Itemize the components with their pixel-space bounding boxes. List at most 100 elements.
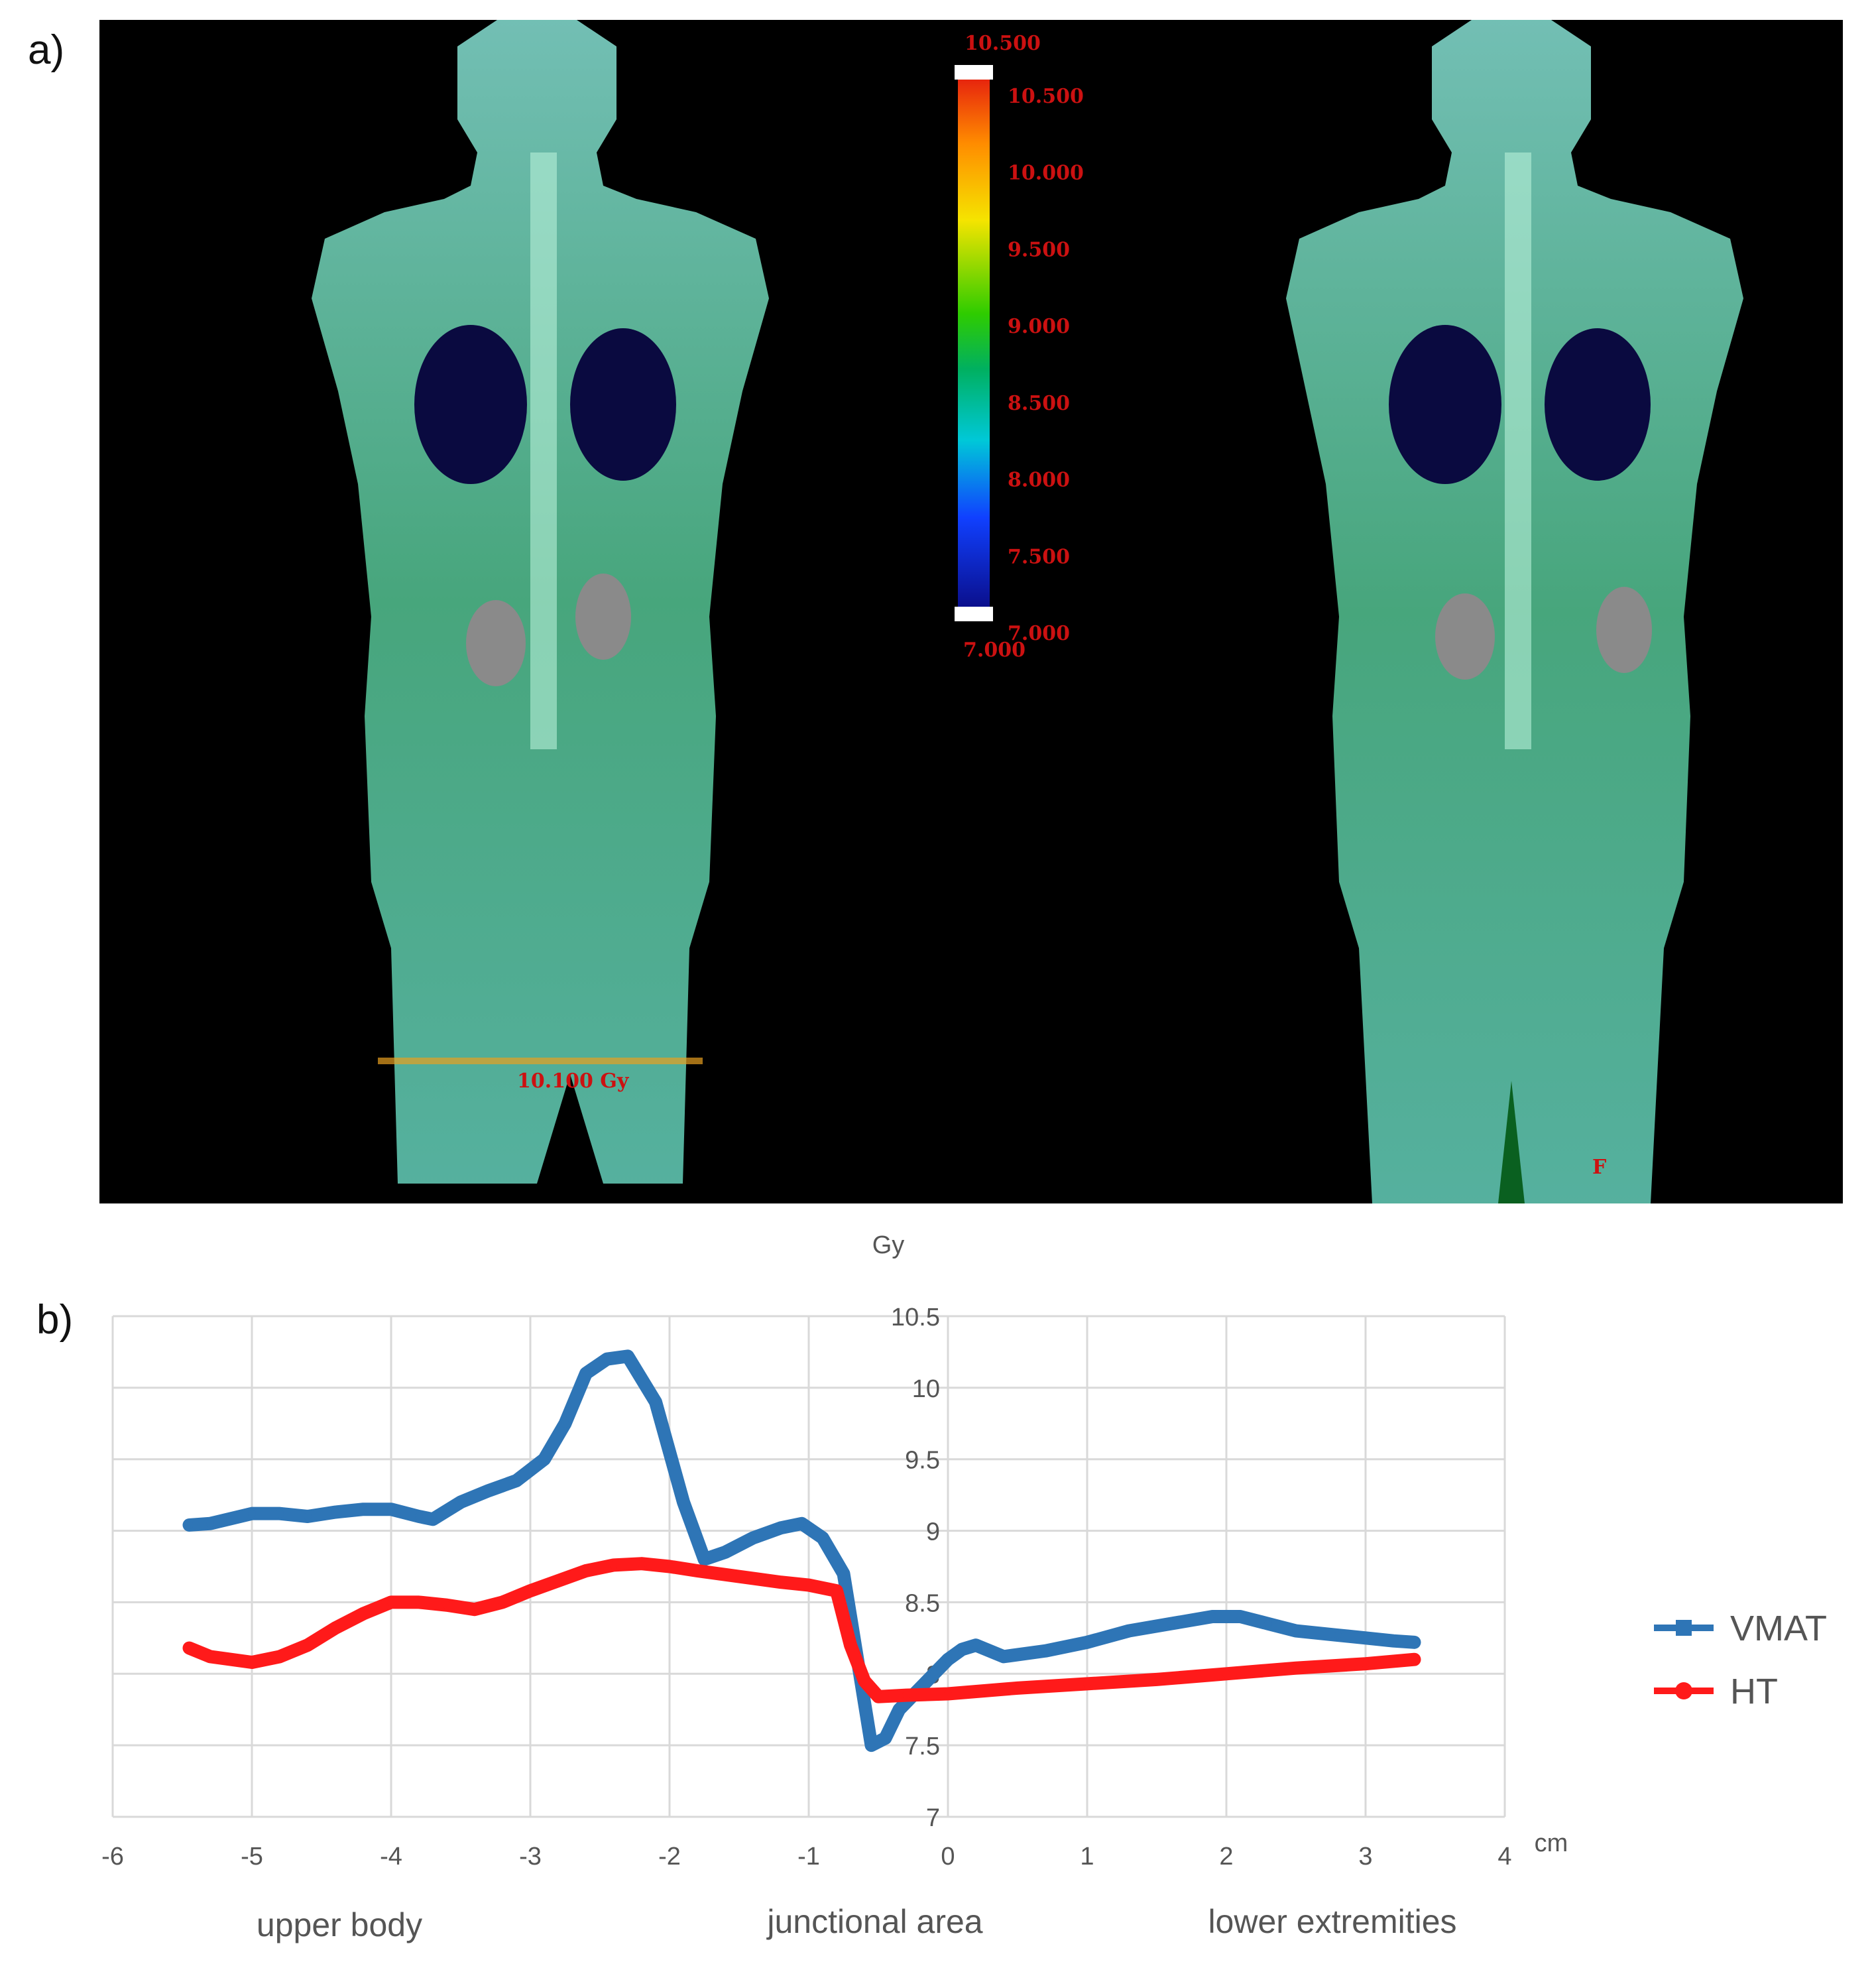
data-point-ht	[777, 1578, 785, 1587]
legend-marker-vmat	[1676, 1620, 1692, 1636]
colorbar-tick-label: 8.000	[1008, 469, 1070, 492]
x-tick-label: -1	[797, 1843, 820, 1871]
leg-gap-right	[1498, 1081, 1525, 1203]
data-point-vmat	[1236, 1613, 1244, 1621]
data-point-ht	[498, 1598, 506, 1607]
data-point-vmat	[1362, 1634, 1370, 1642]
data-point-vmat	[944, 1655, 952, 1664]
data-point-ht	[1083, 1680, 1091, 1688]
legend-label-vmat: VMAT	[1730, 1609, 1827, 1648]
data-point-vmat	[881, 1734, 890, 1743]
dose-distribution-image-panel: 10.100 Gy F 10.500 7.000 10.500 10.000 9.5…	[99, 20, 1843, 1203]
y-tick-label: 8.5	[905, 1589, 940, 1617]
data-point-ht	[415, 1598, 423, 1607]
data-point-vmat	[895, 1705, 904, 1714]
data-point-vmat	[624, 1352, 632, 1361]
data-point-ht	[860, 1677, 868, 1686]
data-point-ht	[248, 1658, 256, 1667]
colorbar-tick-label: 10.500	[1008, 85, 1084, 108]
kidney-left-b	[575, 574, 631, 660]
data-point-ht	[805, 1581, 813, 1589]
x-tick-label: 1	[1080, 1843, 1094, 1871]
y-tick-label: 7	[926, 1804, 940, 1832]
data-point-vmat	[797, 1519, 806, 1528]
data-point-ht	[206, 1652, 214, 1661]
lung-left-b	[570, 328, 676, 481]
colorbar-tick-label: 7.000	[1008, 622, 1070, 645]
data-point-vmat	[387, 1505, 395, 1514]
colorbar-top-label: 10.500	[965, 32, 1041, 55]
legend: VMAT HT	[1654, 1609, 1827, 1711]
y-tick-label: 10	[912, 1375, 940, 1403]
data-point-vmat	[652, 1398, 660, 1406]
data-point-ht	[1292, 1664, 1300, 1672]
data-point-vmat	[457, 1498, 465, 1506]
colorbar-tick-label: 9.500	[1008, 238, 1070, 261]
dose-marker-text: 10.100 Gy	[517, 1070, 630, 1093]
y-axis-label: Gy	[872, 1231, 905, 1259]
data-point-ht	[847, 1641, 854, 1650]
data-point-ht	[874, 1692, 882, 1701]
data-point-ht	[666, 1562, 674, 1571]
region-label-junctional-area: junctional area	[766, 1903, 982, 1940]
data-point-vmat	[582, 1369, 590, 1378]
data-point-vmat	[485, 1487, 493, 1495]
x-tick-label: 2	[1219, 1843, 1233, 1871]
data-point-vmat	[540, 1455, 548, 1463]
data-point-vmat	[1292, 1627, 1300, 1635]
data-point-vmat	[359, 1505, 367, 1514]
body-left: 10.100 Gy	[312, 20, 769, 1184]
data-point-ht	[304, 1641, 312, 1650]
region-label-upper-body: upper body	[257, 1906, 422, 1943]
x-tick-label: -5	[241, 1843, 263, 1871]
series-line-vmat	[182, 1349, 1421, 1752]
chart-series	[182, 1349, 1421, 1752]
colorbar-top-handle	[955, 65, 993, 80]
spine-right	[1505, 153, 1531, 749]
data-point-vmat	[1083, 1638, 1091, 1646]
data-point-vmat	[429, 1515, 437, 1524]
data-point-ht	[443, 1601, 451, 1609]
colorbar-tick-labels: 10.500 10.000 9.500 9.000 8.500 8.000 7.500 7.0…	[1008, 85, 1084, 645]
data-point-vmat	[1041, 1646, 1049, 1655]
data-point-ht	[693, 1566, 701, 1575]
data-point-vmat	[1264, 1619, 1272, 1628]
colorbar-tick-label: 8.500	[1008, 392, 1070, 415]
data-point-vmat	[930, 1670, 938, 1678]
colorbar-bottom-handle	[955, 607, 993, 621]
chart-grid	[111, 1315, 1506, 1818]
data-point-ht	[833, 1587, 841, 1595]
lung-right-b	[1545, 328, 1651, 481]
data-point-vmat	[1167, 1619, 1175, 1628]
data-point-vmat	[679, 1498, 687, 1506]
legend-marker-ht	[1675, 1682, 1692, 1699]
data-point-ht	[331, 1624, 339, 1632]
y-tick-label: 9.5	[905, 1447, 940, 1475]
data-point-vmat	[721, 1548, 729, 1556]
x-tick-label: -4	[380, 1843, 402, 1871]
lung-right-a	[1389, 325, 1501, 484]
x-tick-label: -6	[101, 1843, 124, 1871]
corner-letter: F	[1592, 1156, 1606, 1179]
data-point-vmat	[603, 1355, 611, 1363]
x-tick-label: 0	[941, 1843, 955, 1871]
data-point-vmat	[561, 1419, 569, 1428]
data-point-vmat	[1334, 1631, 1342, 1640]
data-point-vmat	[972, 1641, 980, 1650]
x-tick-label: -2	[658, 1843, 681, 1871]
data-point-vmat	[206, 1519, 214, 1528]
data-point-ht	[276, 1652, 284, 1661]
data-point-vmat	[1389, 1636, 1397, 1645]
data-point-ht	[526, 1587, 534, 1595]
colorbar-gradient	[958, 66, 990, 617]
data-point-vmat	[839, 1569, 848, 1578]
data-point-vmat	[304, 1512, 312, 1520]
data-point-ht	[1014, 1684, 1022, 1692]
region-label-lower-extremities: lower extremities	[1208, 1903, 1456, 1940]
data-point-vmat	[777, 1524, 785, 1532]
data-point-vmat	[958, 1645, 966, 1654]
data-point-vmat	[1208, 1613, 1216, 1621]
colorbar-tick-label: 10.000	[1008, 162, 1084, 185]
